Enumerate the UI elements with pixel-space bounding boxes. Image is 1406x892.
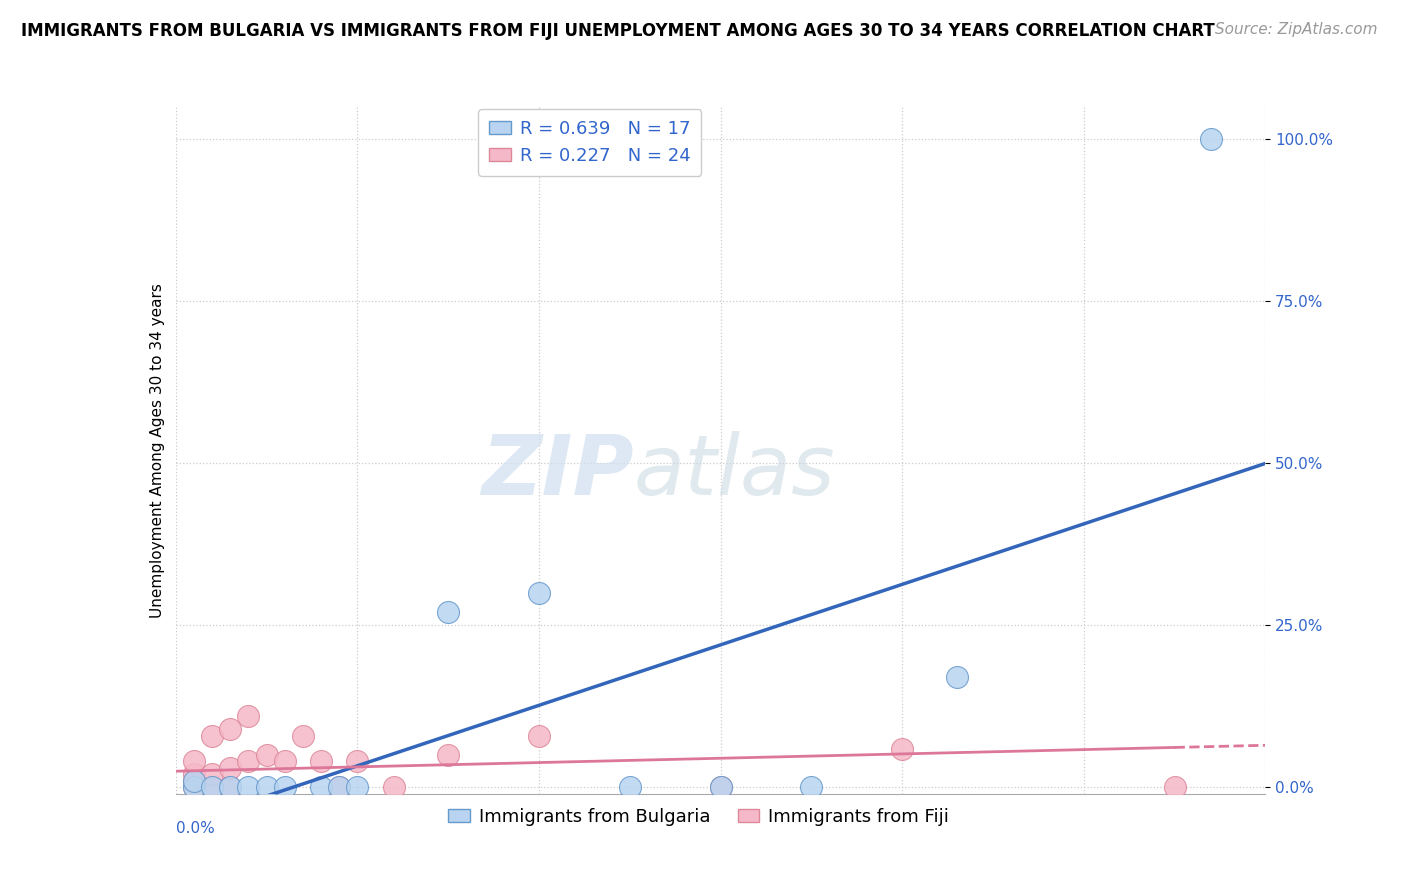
Point [346, 755, 368, 769]
Point [437, 747, 460, 762]
Point [527, 586, 550, 600]
Point [183, 780, 205, 795]
Point [219, 761, 242, 775]
Point [201, 780, 224, 795]
Point [710, 780, 733, 795]
Point [328, 780, 350, 795]
Point [201, 729, 224, 743]
Point [219, 780, 242, 795]
Point [437, 606, 460, 620]
Point [346, 780, 368, 795]
Text: Source: ZipAtlas.com: Source: ZipAtlas.com [1215, 22, 1378, 37]
Point [219, 780, 242, 795]
Point [183, 773, 205, 788]
Y-axis label: Unemployment Among Ages 30 to 34 years: Unemployment Among Ages 30 to 34 years [149, 283, 165, 618]
Point [256, 780, 278, 795]
Text: ZIP: ZIP [481, 431, 633, 512]
Point [183, 755, 205, 769]
Point [238, 709, 260, 723]
Point [527, 729, 550, 743]
Point [800, 780, 823, 795]
Point [891, 741, 914, 756]
Point [274, 755, 297, 769]
Text: IMMIGRANTS FROM BULGARIA VS IMMIGRANTS FROM FIJI UNEMPLOYMENT AMONG AGES 30 TO 3: IMMIGRANTS FROM BULGARIA VS IMMIGRANTS F… [21, 22, 1215, 40]
Point [183, 780, 205, 795]
Point [382, 780, 405, 795]
Point [201, 767, 224, 781]
Text: 0.0%: 0.0% [176, 822, 215, 837]
Point [256, 747, 278, 762]
Legend: Immigrants from Bulgaria, Immigrants from Fiji: Immigrants from Bulgaria, Immigrants fro… [441, 800, 956, 833]
Point [219, 722, 242, 736]
Point [183, 773, 205, 788]
Point [274, 780, 297, 795]
Point [238, 780, 260, 795]
Point [1163, 780, 1185, 795]
Point [1199, 132, 1222, 146]
Point [291, 729, 314, 743]
Point [619, 780, 641, 795]
Point [201, 780, 224, 795]
Point [309, 755, 332, 769]
Text: atlas: atlas [633, 431, 835, 512]
Point [945, 670, 967, 684]
Point [183, 767, 205, 781]
Point [328, 780, 350, 795]
Point [309, 780, 332, 795]
Point [238, 755, 260, 769]
Point [710, 780, 733, 795]
